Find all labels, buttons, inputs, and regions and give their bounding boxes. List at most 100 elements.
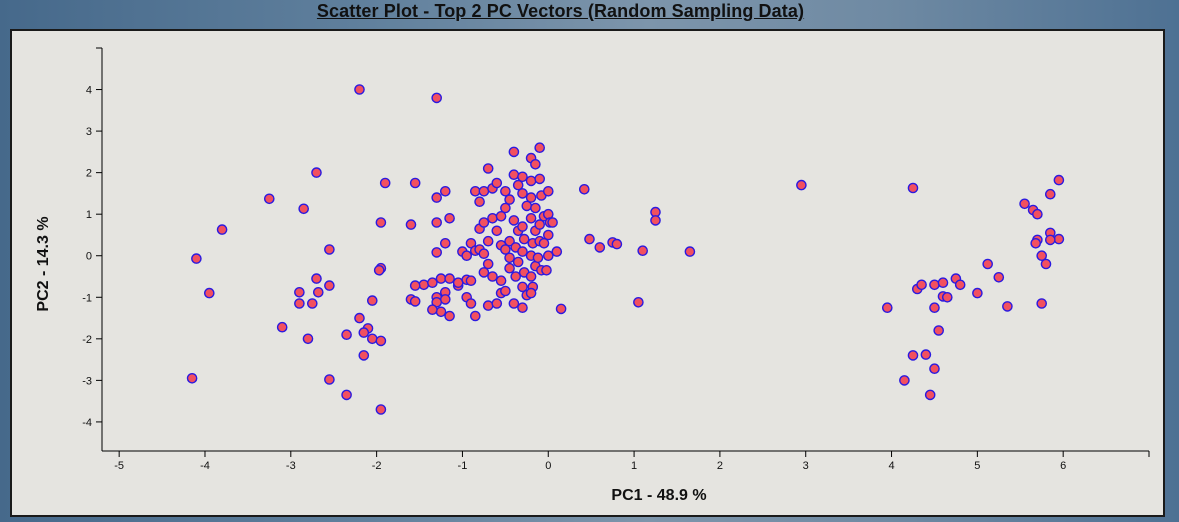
data-point [431, 217, 443, 228]
data-point [354, 84, 365, 95]
x-tick-label: 2 [717, 460, 723, 472]
data-point [907, 350, 919, 361]
scatter-chart: -5 -4 -3 -2 -1 0 1 2 3 4 5 6 -4 -3 -2 -1 0 1 2 3 4 PC1 - 48.… [35, 47, 1150, 504]
data-point [882, 302, 893, 314]
chart-panel: -5 -4 -3 -2 -1 0 1 2 3 4 5 6 -4 -3 -2 -1 0 1 2 3 4 PC1 - 48.… [10, 29, 1165, 517]
data-point [500, 202, 511, 214]
data-point [942, 291, 953, 303]
data-point [324, 244, 335, 255]
data-point [431, 192, 443, 203]
x-tick-label: 3 [803, 460, 809, 472]
ticks-group: -5 -4 -3 -2 -1 0 1 2 3 4 5 6 -4 -3 -2 -1 0 1 2 3 4 [82, 85, 1066, 472]
chart-title: Scatter Plot - Top 2 PC Vectors (Random … [316, 1, 805, 21]
data-point [491, 225, 503, 237]
data-point [517, 246, 528, 257]
data-point [439, 185, 451, 197]
data-point [1053, 233, 1065, 245]
data-point [684, 246, 696, 257]
data-point [517, 281, 528, 293]
data-point [465, 298, 477, 309]
data-point [427, 304, 438, 316]
data-point [324, 374, 335, 385]
data-point [899, 375, 910, 386]
data-point [929, 302, 940, 314]
data-point [508, 298, 520, 309]
x-tick-label: -1 [458, 460, 468, 472]
data-point [907, 182, 919, 194]
data-point [358, 327, 370, 338]
data-point [469, 310, 481, 322]
data-point [444, 310, 455, 322]
data-point [379, 177, 391, 189]
data-point [294, 286, 305, 298]
data-point [375, 217, 387, 228]
data-point [1036, 250, 1047, 261]
data-point [993, 271, 1005, 283]
data-point [982, 258, 994, 270]
data-point [796, 179, 807, 191]
data-point [474, 196, 485, 207]
data-point [1053, 174, 1065, 186]
data-point [512, 256, 524, 268]
data-point [534, 173, 546, 185]
x-tick-label: -5 [114, 460, 124, 472]
data-point [534, 219, 546, 230]
data-point [431, 92, 443, 104]
y-tick-label: -2 [82, 334, 92, 346]
y-tick-label: 3 [86, 126, 92, 138]
data-point [1045, 188, 1056, 200]
data-point [354, 312, 365, 324]
data-point [929, 279, 940, 291]
data-point [517, 221, 528, 232]
data-point [637, 245, 649, 256]
data-point [1040, 258, 1052, 270]
data-point [504, 235, 515, 247]
data-point [517, 302, 528, 314]
points-group [186, 84, 1065, 415]
data-point [525, 271, 537, 282]
data-point [517, 171, 528, 183]
data-point [294, 298, 305, 309]
data-point [525, 192, 537, 203]
data-point [366, 295, 378, 306]
data-point [186, 372, 198, 384]
data-point [508, 146, 520, 158]
data-point [478, 217, 490, 228]
x-tick-label: -2 [372, 460, 382, 472]
data-point [444, 212, 455, 224]
data-point [461, 250, 473, 261]
data-point [933, 325, 945, 336]
data-point [1030, 237, 1042, 249]
data-point [358, 350, 370, 361]
data-point [373, 264, 385, 276]
data-point [439, 237, 451, 249]
data-point [541, 264, 552, 276]
data-point [1032, 208, 1043, 220]
data-point [439, 294, 451, 305]
data-point [478, 267, 490, 278]
data-point [487, 212, 498, 224]
data-point [375, 335, 387, 347]
x-axis-label: PC1 - 48.9 % [611, 487, 706, 504]
data-point [491, 177, 503, 189]
data-point [594, 242, 606, 253]
data-point [427, 277, 438, 288]
data-point [312, 286, 324, 298]
data-point [203, 287, 215, 299]
axes-group [96, 47, 1150, 457]
data-point [324, 280, 335, 291]
data-point [611, 238, 623, 250]
data-point [311, 273, 322, 284]
data-point [650, 215, 661, 226]
data-point [191, 253, 202, 264]
data-point [532, 252, 544, 264]
data-point [276, 321, 288, 333]
x-tick-label: -4 [200, 460, 210, 472]
data-point [216, 224, 228, 235]
data-point [487, 271, 498, 282]
data-point [495, 210, 507, 222]
data-point [929, 363, 940, 375]
y-tick-label: -3 [82, 375, 92, 387]
data-point [547, 217, 558, 228]
data-point [504, 252, 515, 264]
